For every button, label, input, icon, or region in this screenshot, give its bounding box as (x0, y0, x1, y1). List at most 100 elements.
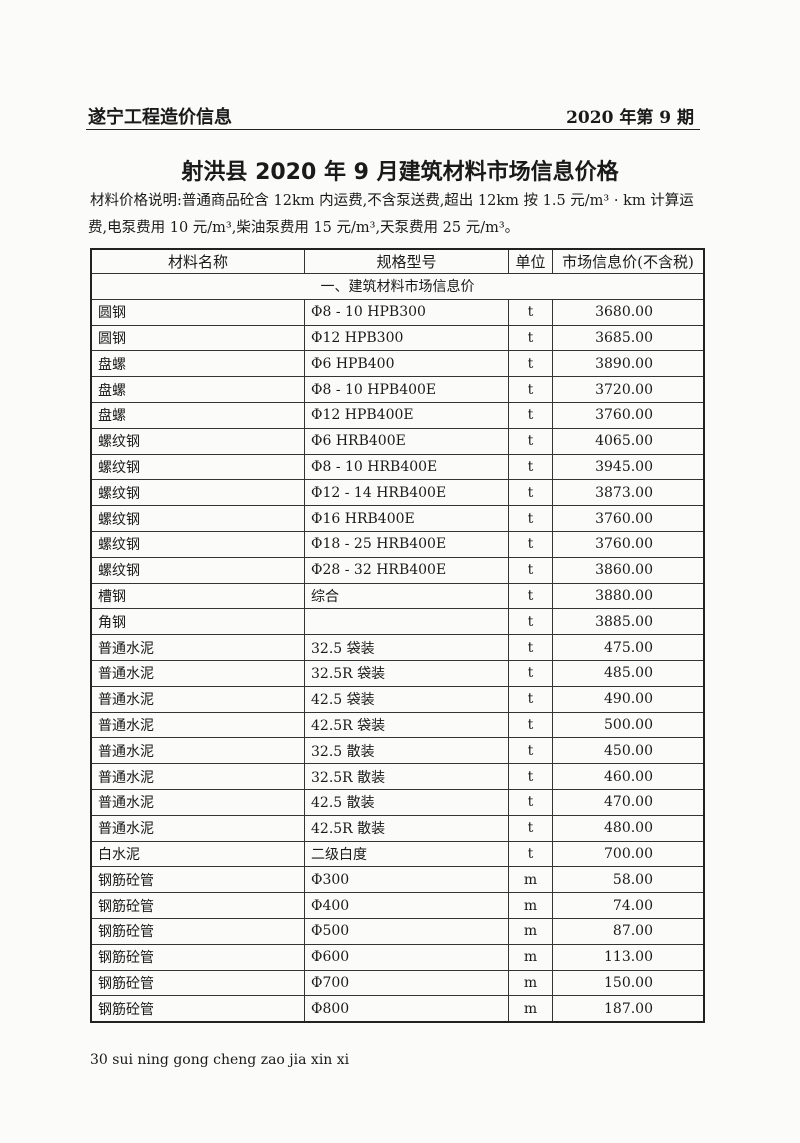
unit: t (508, 634, 553, 661)
specification: Φ6 HRB400E (304, 427, 509, 455)
price: 460.00 (552, 763, 705, 790)
unit: t (508, 505, 553, 532)
table-row: 螺纹钢 Φ16 HRB400E t 3760.00 (90, 505, 705, 532)
column-header: 市场信息价(不含税) (552, 248, 705, 274)
price: 3680.00 (552, 298, 705, 326)
price: 3945.00 (552, 453, 705, 481)
table-row: 普通水泥 32.5 散装 t 450.00 (90, 737, 705, 765)
material-name: 普通水泥 (90, 763, 305, 790)
specification (304, 608, 509, 636)
unit: t (508, 582, 553, 610)
price: 450.00 (552, 737, 705, 765)
specification: Φ12 HPB300 (304, 324, 509, 352)
specification: Φ8 - 10 HPB300 (304, 298, 509, 326)
price: 3873.00 (552, 479, 705, 507)
material-name: 盘螺 (90, 376, 305, 403)
price: 485.00 (552, 659, 705, 687)
specification: Φ12 - 14 HRB400E (304, 479, 509, 507)
unit: t (508, 763, 553, 790)
unit: t (508, 401, 553, 429)
unit: t (508, 298, 553, 326)
material-name: 螺纹钢 (90, 427, 305, 455)
table-row: 普通水泥 42.5 袋装 t 490.00 (90, 685, 705, 713)
unit: t (508, 556, 553, 584)
material-name: 钢筋砼管 (90, 969, 305, 997)
table-row: 普通水泥 42.5R 散装 t 480.00 (90, 814, 705, 842)
table-row: 普通水泥 32.5R 散装 t 460.00 (90, 763, 705, 790)
unit: m (508, 892, 553, 919)
table-row: 盘螺 Φ12 HPB400E t 3760.00 (90, 401, 705, 429)
material-name: 普通水泥 (90, 634, 305, 661)
price: 490.00 (552, 685, 705, 713)
unit: t (508, 788, 553, 816)
price: 150.00 (552, 969, 705, 997)
price: 480.00 (552, 814, 705, 842)
table-row: 圆钢 Φ8 - 10 HPB300 t 3680.00 (90, 298, 705, 326)
unit: t (508, 350, 553, 378)
specification: 32.5R 散装 (304, 763, 509, 790)
material-name: 圆钢 (90, 298, 305, 326)
issue-number: 2020 年第 9 期 (566, 108, 694, 128)
unit: t (508, 608, 553, 636)
price: 3685.00 (552, 324, 705, 352)
material-name: 钢筋砼管 (90, 995, 305, 1023)
table-row: 螺纹钢 Φ8 - 10 HRB400E t 3945.00 (90, 453, 705, 481)
price: 3885.00 (552, 608, 705, 636)
specification: 42.5 袋装 (304, 685, 509, 713)
unit: t (508, 376, 553, 403)
price: 700.00 (552, 840, 705, 868)
specification: Φ8 - 10 HPB400E (304, 376, 509, 403)
price: 3890.00 (552, 350, 705, 378)
material-name: 普通水泥 (90, 737, 305, 765)
price-table: 材料名称 规格型号 单位 市场信息价(不含税) 一、建筑材料市场信息价 圆钢 Φ8… (90, 248, 705, 1024)
page-title: 射洪县 2020 年 9 月建筑材料市场信息价格 (181, 160, 619, 185)
specification: 42.5R 散装 (304, 814, 509, 842)
specification: 42.5R 袋装 (304, 711, 509, 739)
material-name: 盘螺 (90, 350, 305, 378)
unit: m (508, 943, 553, 971)
price: 3760.00 (552, 530, 705, 558)
column-header: 单位 (508, 248, 553, 274)
table-row: 圆钢 Φ12 HPB300 t 3685.00 (90, 324, 705, 352)
material-name: 角钢 (90, 608, 305, 636)
table-header-row: 材料名称 规格型号 单位 市场信息价(不含税) (90, 248, 705, 274)
specification: Φ800 (304, 995, 509, 1023)
material-name: 普通水泥 (90, 814, 305, 842)
material-name: 钢筋砼管 (90, 943, 305, 971)
material-name: 槽钢 (90, 582, 305, 610)
material-name: 螺纹钢 (90, 479, 305, 507)
material-name: 圆钢 (90, 324, 305, 352)
price: 500.00 (552, 711, 705, 739)
unit: t (508, 479, 553, 507)
unit: t (508, 737, 553, 765)
table-row: 普通水泥 42.5R 袋装 t 500.00 (90, 711, 705, 739)
table-row: 螺纹钢 Φ28 - 32 HRB400E t 3860.00 (90, 556, 705, 584)
material-name: 钢筋砼管 (90, 866, 305, 894)
material-name: 白水泥 (90, 840, 305, 868)
table-row: 螺纹钢 Φ18 - 25 HRB400E t 3760.00 (90, 530, 705, 558)
specification: Φ18 - 25 HRB400E (304, 530, 509, 558)
specification: Φ300 (304, 866, 509, 894)
table-row: 钢筋砼管 Φ300 m 58.00 (90, 866, 705, 894)
material-name: 普通水泥 (90, 788, 305, 816)
publication-name: 遂宁工程造价信息 (88, 107, 232, 128)
specification: Φ6 HPB400 (304, 350, 509, 378)
material-name: 普通水泥 (90, 685, 305, 713)
table-row: 钢筋砼管 Φ800 m 187.00 (90, 995, 705, 1023)
column-header: 材料名称 (90, 248, 305, 274)
price-description: 材料价格说明:普通商品砼含 12km 内运费,不含泵送费,超出 12km 按 1… (88, 193, 694, 236)
price: 470.00 (552, 788, 705, 816)
specification: 42.5 散装 (304, 788, 509, 816)
table-row: 钢筋砼管 Φ700 m 150.00 (90, 969, 705, 997)
unit: t (508, 711, 553, 739)
section-row: 一、建筑材料市场信息价 (90, 273, 705, 300)
specification: Φ400 (304, 892, 509, 919)
column-header: 规格型号 (304, 248, 509, 274)
price: 74.00 (552, 892, 705, 919)
header-divider (86, 129, 700, 130)
specification: Φ28 - 32 HRB400E (304, 556, 509, 584)
specification: 32.5R 袋装 (304, 659, 509, 687)
table-row: 普通水泥 32.5 袋装 t 475.00 (90, 634, 705, 661)
table-row: 白水泥 二级白度 t 700.00 (90, 840, 705, 868)
